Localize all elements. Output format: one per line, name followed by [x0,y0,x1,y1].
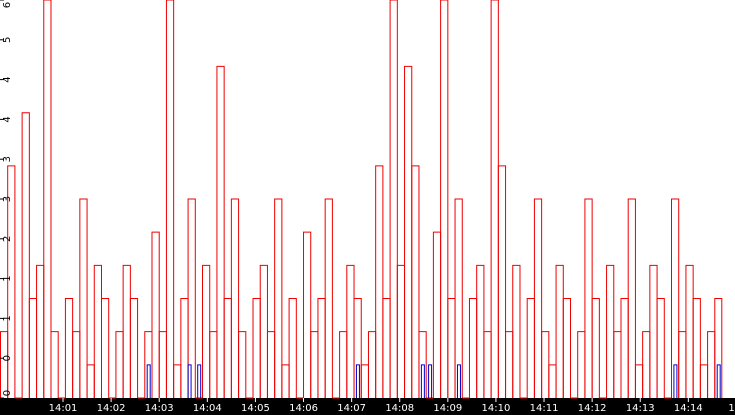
x-tick-label: 14:10 [482,403,511,414]
pulse [21,112,30,398]
pulse [692,298,701,398]
y-tick-label: 4 [2,76,13,82]
x-tick-label: 14:13 [626,403,655,414]
x-tick-label: 14:05 [241,403,270,414]
pulse [418,331,427,398]
pulse [627,198,636,398]
y-tick-label: 0 [2,355,13,361]
pulse [230,198,240,398]
pulse [79,198,88,398]
x-tick-label: 14:07 [337,403,366,414]
y-tick-label: 2 [2,236,13,242]
x-tick-label: 14:11 [530,403,559,414]
y-tick-label: 3 [2,156,13,162]
pulse [671,198,680,398]
x-tick-label: 14:01 [49,403,78,414]
pulse [673,364,678,398]
y-tick-label: 4 [2,116,13,122]
pulse [187,364,192,398]
pulse [151,231,160,398]
pulse [216,65,225,398]
pulse [456,364,461,398]
y-tick-label: 5 [2,37,13,43]
x-tick-label: 14:06 [289,403,318,414]
pulse [533,198,543,398]
pulse [288,298,297,398]
x-tick-label: 14:09 [433,403,462,414]
x-tick-label: 14:02 [97,403,126,414]
pulse [146,364,151,398]
y-tick-label: 0 [2,390,13,396]
pulse [512,264,521,398]
pulse [165,0,175,398]
y-tick-label: 1 [2,315,13,321]
pulse [50,331,59,398]
x-axis-band [0,398,735,415]
pulse [428,364,433,398]
pulse [238,331,247,398]
pulse [420,364,425,398]
pulse [100,298,110,398]
pulse [562,298,571,398]
pulse [197,364,202,398]
pulse [274,198,283,398]
pulse [656,298,665,398]
x-tick-label: 14:08 [385,403,414,414]
pulse [440,0,449,398]
pulse [716,364,721,398]
pulse [454,198,463,398]
pulse [353,298,362,398]
x-tick-label: 14:12 [578,403,607,414]
pulse [497,165,507,398]
pulse [389,0,398,398]
pulse [714,298,723,398]
pulse [187,198,196,398]
x-tick-label: 14: [728,403,735,414]
y-tick-label: 6 [2,2,13,8]
plot-area [0,0,735,398]
pulse [324,198,333,398]
y-tick-label: 1 [2,275,13,281]
pulse [303,231,312,398]
y-tick-label: 3 [2,196,13,202]
pulse [411,165,420,398]
pulse [591,298,600,398]
x-tick-label: 14:14 [674,403,703,414]
x-tick-label: 14:03 [145,403,174,414]
pulse [355,364,360,398]
pulse [129,298,139,398]
pulse [375,165,384,398]
pulse [7,165,16,398]
pulse [43,0,52,398]
x-tick-label: 14:04 [193,403,222,414]
